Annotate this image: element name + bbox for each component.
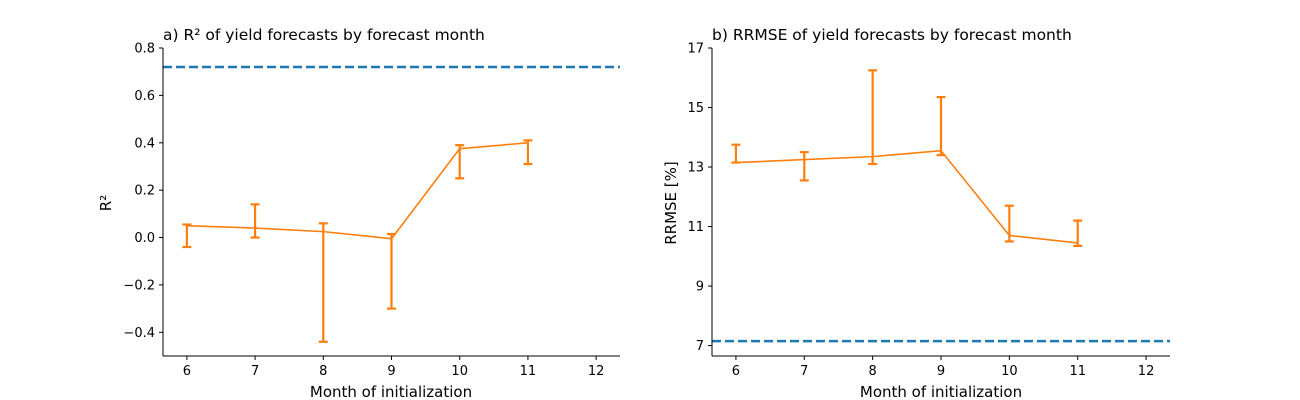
panel-b-ytick-label-4: 15 (687, 101, 704, 116)
panel-a-ylabel: R² (97, 195, 115, 211)
panel-a-xtick-label-7: 7 (251, 364, 259, 379)
panel-b-xtick-label-10: 10 (1001, 364, 1018, 379)
panel-a-xlabel: Month of initialization (310, 383, 472, 400)
panel-a-series-line (186, 141, 528, 240)
panel-b-ytick-label-5: 17 (687, 42, 704, 57)
panel-b-ytick-label-3: 13 (687, 161, 704, 176)
panel-b-ytick-label-0: 7 (696, 339, 704, 354)
panel-b-xlabel: Month of initialization (860, 383, 1022, 400)
panel-a-ytick-label-1: −0.2 (123, 278, 155, 293)
panel-b-ylabel: RRMSE [%] (662, 161, 680, 245)
panel-b-errorbar-11 (1073, 219, 1083, 247)
panel-b-xtick-label-9: 9 (937, 364, 945, 379)
panel-b-rrmse: b) RRMSE of yield forecasts by forecast … (662, 26, 1170, 400)
panel-b-title: b) RRMSE of yield forecasts by forecast … (712, 26, 1072, 44)
panel-a-errorbar-9 (387, 232, 396, 310)
panel-a-errorbar-7 (250, 203, 260, 239)
panel-b-errorbar-8 (868, 69, 878, 166)
panel-a-errorbar-11 (523, 139, 533, 166)
panel-a-ytick-label-0: −0.4 (123, 326, 155, 341)
panel-b-xtick-label-7: 7 (800, 364, 808, 379)
panel-a-r2: a) R² of yield forecasts by forecast mon… (97, 26, 620, 400)
panel-b-xtick-label-6: 6 (732, 364, 740, 379)
panel-b-ytick-label-2: 11 (687, 220, 704, 235)
panel-a-errorbar-8 (318, 222, 328, 343)
panel-a-xtick-label-9: 9 (387, 364, 395, 379)
panel-b-xtick-label-11: 11 (1069, 364, 1086, 379)
panel-b-xtick-label-8: 8 (869, 364, 877, 379)
panel-b-errorbar-10 (1004, 204, 1014, 243)
panel-b-errorbar-6 (731, 143, 741, 164)
panel-a-errorbar-6 (182, 223, 192, 249)
panel-b-errorbar-9 (936, 96, 946, 157)
panel-a-xtick-label-8: 8 (319, 364, 327, 379)
panel-a-xtick-label-6: 6 (183, 364, 191, 379)
panel-a-title: a) R² of yield forecasts by forecast mon… (163, 26, 485, 44)
panel-b-errorbar-7 (799, 151, 809, 182)
panel-a-xtick-label-11: 11 (520, 364, 537, 379)
panel-a-ytick-label-3: 0.2 (134, 184, 155, 199)
panel-a-ytick-label-2: 0.0 (134, 231, 155, 246)
panel-b-series-line (735, 149, 1078, 244)
panel-a-xtick-label-10: 10 (451, 364, 468, 379)
panel-b-ytick-label-1: 9 (696, 280, 704, 295)
panel-a-errorbar-10 (455, 144, 465, 180)
panel-b-xtick-label-12: 12 (1138, 364, 1155, 379)
panel-a-xtick-label-12: 12 (588, 364, 605, 379)
panel-a-ytick-label-6: 0.8 (134, 42, 155, 57)
panel-a-ytick-label-5: 0.6 (134, 89, 155, 104)
panel-a-ytick-label-4: 0.4 (134, 136, 155, 151)
